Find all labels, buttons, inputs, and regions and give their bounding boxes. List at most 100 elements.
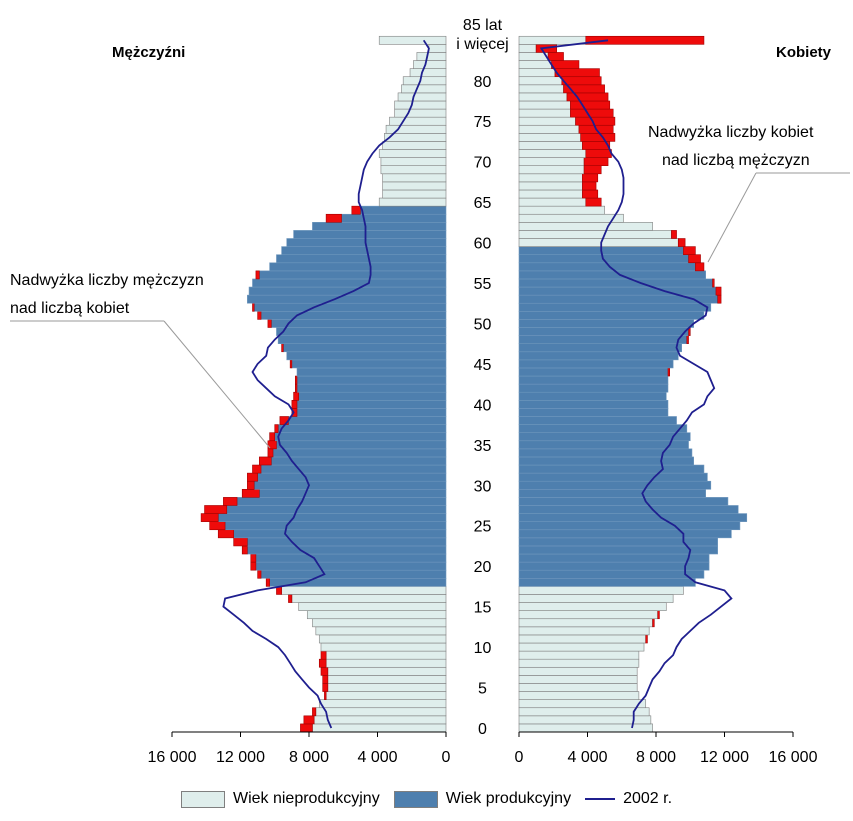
women-2002-line: [539, 39, 733, 729]
women-bar: [518, 521, 741, 531]
men-bar: [394, 100, 447, 110]
women-bar: [518, 577, 696, 587]
age-label: 0: [478, 721, 487, 738]
men-bar: [291, 594, 447, 603]
age-label: 35: [474, 438, 492, 455]
men-bars: [200, 35, 447, 733]
women-surplus-bar: [585, 35, 705, 45]
women-bar: [518, 157, 585, 167]
women-surplus-bar: [715, 286, 722, 296]
age-label: 25: [474, 519, 492, 536]
women-surplus-bar: [575, 116, 616, 126]
women-bar: [518, 100, 571, 110]
men-bar: [281, 586, 447, 595]
men-bar: [327, 683, 447, 692]
age-label: 55: [474, 276, 492, 293]
men-bar: [296, 400, 447, 409]
men-bar: [253, 302, 447, 312]
men-bar: [318, 634, 447, 644]
women-bar: [518, 416, 677, 425]
age-label: 30: [474, 478, 492, 495]
age-label-85: 85 lat: [463, 17, 503, 34]
women-bar: [518, 586, 684, 595]
women-bar: [518, 464, 705, 474]
age-label: 80: [474, 74, 492, 91]
women-bar: [518, 84, 564, 94]
legend-item-nonproductive: Wiek nieprodukcyjny: [180, 790, 380, 808]
women-bar: [518, 602, 667, 611]
men-surplus-bar: [257, 569, 262, 579]
women-bar: [518, 165, 585, 175]
women-surplus-bar: [695, 262, 705, 272]
men-bar: [226, 505, 447, 514]
women-surplus-bar: [583, 165, 602, 175]
women-surplus-bar: [652, 618, 655, 628]
women-surplus-bar: [561, 76, 602, 86]
men-surplus-bar: [209, 521, 226, 531]
men-bar: [274, 432, 447, 442]
men-bar: [277, 424, 447, 433]
women-bar: [518, 383, 669, 393]
women-bar: [518, 626, 650, 636]
men-surplus-bar: [233, 537, 248, 547]
age-label: 45: [474, 357, 492, 374]
men-surplus-bar: [312, 707, 317, 717]
women-bar: [518, 497, 729, 506]
legend-swatch-2002: [585, 798, 616, 800]
women-bar: [518, 68, 556, 78]
women-surplus-bar: [547, 52, 564, 61]
women-surplus-bar: [582, 189, 599, 199]
men-bar: [296, 383, 447, 393]
women-bar: [518, 699, 647, 709]
men-surplus-bar: [300, 723, 313, 733]
women-surplus-bar: [570, 100, 611, 110]
women-bar: [518, 408, 669, 417]
men-bar: [271, 456, 447, 466]
men-surplus-bar: [265, 577, 270, 587]
legend-item-2002: 2002 r.: [585, 790, 672, 808]
men-bar: [255, 561, 447, 571]
women-bar: [518, 675, 638, 684]
women-surplus-annotation-line1: Nadwyżka liczby kobiet: [648, 124, 814, 141]
women-surplus-bar: [582, 181, 597, 191]
men-surplus-bar: [289, 359, 293, 369]
women-bar: [518, 432, 691, 442]
men-surplus-bar: [269, 432, 276, 442]
men-bar: [360, 205, 447, 215]
women-bar: [518, 513, 748, 522]
men-bar: [378, 35, 447, 45]
women-bar: [518, 634, 647, 644]
men-surplus-bar: [257, 311, 262, 320]
men-bar: [382, 173, 447, 183]
men-surplus-bar: [320, 650, 327, 660]
women-surplus-annotation-line2: nad liczbą mężczyzn: [662, 152, 810, 169]
men-bar: [247, 545, 447, 555]
women-bar: [518, 480, 712, 490]
men-bar: [269, 262, 447, 272]
women-x-tick-label: 16 000: [769, 749, 818, 766]
x-tick-labels: 16 000 12 000 8 000 4 000 0 0 4 000 8 000 12 000…: [148, 749, 818, 766]
men-x-tick-label: 8 000: [289, 749, 329, 766]
women-bar: [518, 569, 705, 579]
men-title: Mężczyźni: [112, 44, 185, 61]
women-bar: [518, 173, 583, 183]
men-bar: [277, 335, 447, 344]
women-x-tick-label: 8 000: [636, 749, 676, 766]
men-bar: [283, 343, 447, 353]
men-bar: [259, 270, 447, 280]
women-bar: [518, 189, 583, 199]
men-bar: [269, 577, 447, 587]
women-surplus-bar: [667, 367, 670, 377]
men-surplus-bar: [303, 715, 315, 725]
women-bar: [518, 715, 652, 725]
men-bar: [312, 618, 447, 628]
women-bar: [518, 456, 694, 466]
women-surplus-bar: [645, 634, 648, 644]
legend-label-nonproductive: Wiek nieprodukcyjny: [232, 790, 380, 807]
women-surplus-bar: [583, 157, 609, 167]
legend: Wiek nieprodukcyjny Wiek produkcyjny 200…: [0, 786, 853, 812]
men-bar: [318, 699, 447, 709]
men-bar: [380, 157, 447, 167]
men-surplus-bar: [322, 675, 329, 684]
men-bar: [255, 553, 447, 563]
